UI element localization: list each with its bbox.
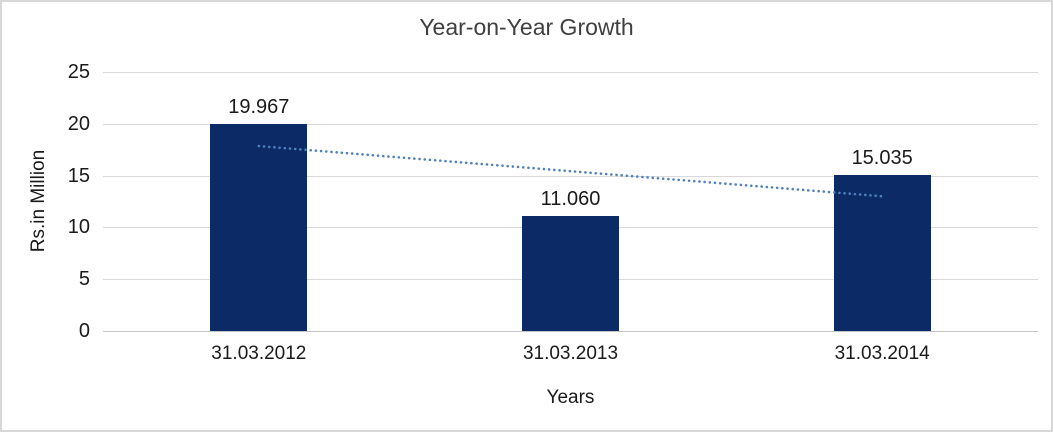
bar (210, 124, 308, 331)
bar (833, 175, 931, 331)
data-label: 19.967 (228, 96, 290, 119)
y-tick-label: 15 (67, 164, 90, 187)
chart-title: Year-on-Year Growth (419, 14, 634, 40)
y-tick-label: 20 (67, 112, 90, 135)
gridline (103, 72, 1038, 73)
data-label: 11.060 (540, 188, 601, 211)
y-tick-label: 10 (67, 216, 90, 239)
x-axis-line (103, 331, 1038, 332)
x-axis-title: Years (546, 387, 595, 408)
y-tick-label: 25 (67, 61, 90, 83)
x-tick-label: 31.03.2014 (834, 343, 930, 364)
data-label: 15.035 (851, 147, 913, 170)
y-tick-label: 0 (78, 320, 90, 342)
bar (522, 216, 619, 331)
x-tick-label: 31.03.2012 (211, 343, 307, 364)
gridline (103, 123, 1038, 125)
x-tick-label: 31.03.2013 (522, 343, 619, 364)
y-tick-label: 5 (78, 268, 90, 291)
